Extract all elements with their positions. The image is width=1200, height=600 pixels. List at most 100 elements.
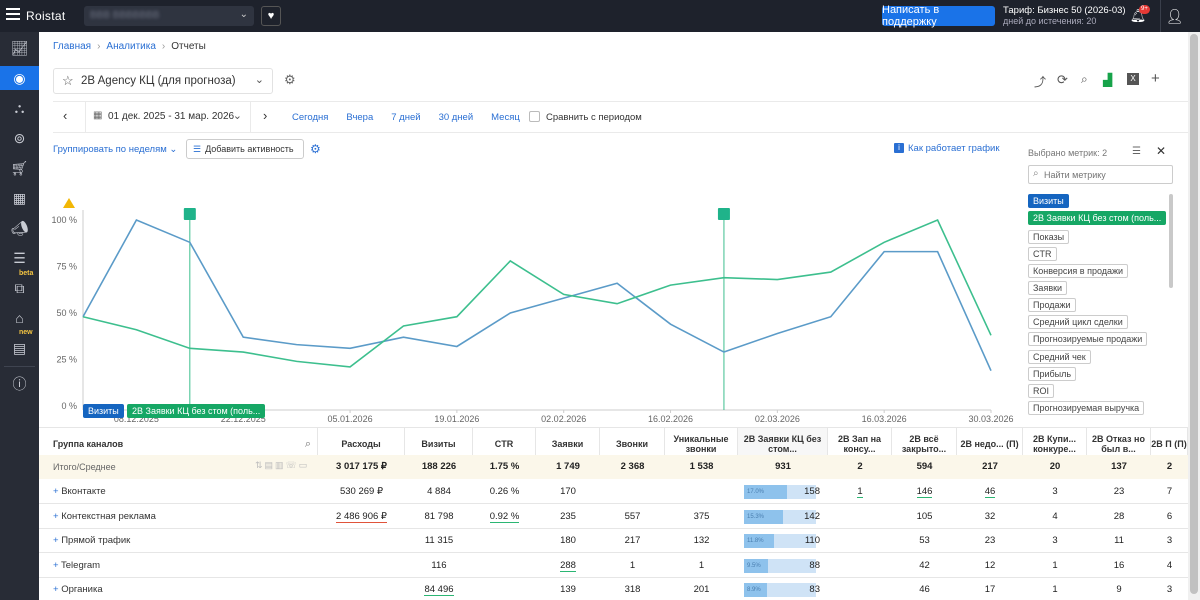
store-icon[interactable]: ⌂ (15, 310, 24, 326)
metric-tag[interactable]: Прогнозируемая выручка (1028, 401, 1145, 415)
column-header[interactable]: CTR (473, 428, 536, 460)
new-feature-icon[interactable]: ▤ (12, 339, 27, 356)
table-row[interactable]: + Прямой трафик (53, 535, 130, 546)
tariff-info[interactable]: Тариф: Бизнес 50 (2026-03) дней до истеч… (1003, 5, 1126, 27)
column-header[interactable]: 2В П (П) (1151, 428, 1188, 460)
metric-list-scrollbar[interactable] (1169, 194, 1173, 288)
excel-export-icon[interactable]: X (1127, 73, 1139, 85)
metric-search[interactable]: ⌕ (1028, 165, 1173, 184)
metric-tag[interactable]: Визиты (1028, 194, 1069, 208)
metric-tag[interactable]: CTR (1028, 247, 1057, 261)
logo[interactable]: Roistat (26, 9, 66, 23)
add-activity-button[interactable]: ☰ Добавить активность (186, 139, 304, 159)
period-7-days[interactable]: 7 дней (391, 112, 421, 123)
add-icon[interactable]: + (1151, 70, 1160, 87)
table-cell: 23 (1087, 480, 1151, 504)
column-header[interactable]: 2В Отказ но был в... (1087, 428, 1151, 460)
metric-tag[interactable]: Средний чек (1028, 350, 1091, 364)
info-icon[interactable]: ⓘ (12, 376, 27, 392)
compare-label[interactable]: Сравнить с периодом (546, 112, 642, 123)
expand-plus-icon[interactable]: + (53, 584, 62, 595)
metric-tag[interactable]: Средний цикл сделки (1028, 315, 1128, 329)
expand-plus-icon[interactable]: + (53, 510, 62, 522)
user-avatar-icon[interactable]: 👤︎ (1160, 0, 1188, 32)
structure-icon[interactable]: ⛬ (14, 99, 25, 116)
breadcrumb-home[interactable]: Главная (53, 41, 92, 52)
period-select[interactable]: ▦ 01 дек. 2025 - 31 мар. 2026 ⌄ (85, 102, 251, 132)
cart-icon[interactable]: 🛒︎ (10, 159, 29, 176)
support-button[interactable]: Написать в поддержку (882, 4, 995, 28)
report-settings-gear-icon[interactable]: ⚙ (284, 72, 296, 87)
column-header[interactable]: 2В недо... (П) (957, 428, 1023, 460)
period-yesterday[interactable]: Вчера (346, 112, 374, 123)
column-header[interactable]: Визиты (405, 428, 473, 460)
group-header[interactable]: Группа каналов ⌕ (39, 428, 318, 460)
total-row-tools[interactable]: ⇅▤▥☏▭ (255, 460, 310, 470)
metric-tag[interactable]: Прибыль (1028, 367, 1077, 381)
metric-tag[interactable]: 2В Заявки КЦ без стом (поль... (1028, 211, 1167, 225)
page-scrollbar[interactable] (1188, 32, 1200, 600)
next-period-button[interactable]: › (263, 108, 268, 123)
column-header[interactable]: 2В всё закрыто... (892, 428, 957, 460)
search-icon[interactable]: ⌕ (304, 438, 311, 450)
period-today[interactable]: Сегодня (292, 112, 329, 123)
column-header[interactable]: Звонки (600, 428, 665, 460)
period-30-days[interactable]: 30 дней (438, 112, 474, 123)
breadcrumb-analytics[interactable]: Аналитика (106, 41, 156, 52)
calendar-icon: ▦ (93, 110, 103, 121)
metrics-list-icon[interactable]: ☰ (1132, 146, 1141, 157)
quick-periods: Сегодня Вчера 7 дней 30 дней Месяц (292, 112, 520, 123)
search-icon[interactable]: ⌕ (1081, 72, 1088, 86)
column-header[interactable]: Расходы (318, 428, 405, 460)
layers-icon[interactable]: ☰ (13, 249, 26, 266)
column-header[interactable]: 2В Зап на консу... (828, 428, 892, 460)
metric-search-input[interactable] (1044, 168, 1169, 181)
column-header[interactable]: 2В Заявки КЦ без стом... (738, 428, 828, 460)
star-icon[interactable]: ☆ (62, 73, 74, 88)
table-row[interactable]: + Telegram (53, 560, 100, 571)
table-cell (473, 554, 536, 578)
table-cell: 6 (1151, 505, 1188, 529)
project-select[interactable]: BBB BBBBBBB ⌄ (84, 6, 254, 26)
analytics-icon[interactable]: ◉ (0, 66, 39, 90)
calendar-icon[interactable]: ▦ (12, 189, 27, 206)
beta-feature-icon[interactable]: ⧉ (14, 279, 25, 296)
metric-tag[interactable]: ROI (1028, 384, 1055, 398)
cell-value: 132 (693, 535, 710, 546)
how-it-works-link[interactable]: i Как работает график (894, 143, 1000, 154)
chart-settings-gear-icon[interactable]: ⚙ (310, 142, 321, 156)
compare-checkbox[interactable] (529, 111, 540, 122)
metric-tag[interactable]: Показы (1028, 230, 1070, 244)
share-bar: 8.9% (744, 583, 816, 597)
refresh-icon[interactable]: ⟳ (1057, 72, 1068, 87)
column-header[interactable]: Уникальные звонки (665, 428, 738, 460)
metric-tag[interactable]: Конверсия в продажи (1028, 264, 1129, 278)
chart-toggle-icon[interactable]: ▟ (1103, 73, 1113, 87)
cell-value: 84 496 (424, 584, 454, 596)
favorites-heart-icon[interactable]: ♥ (261, 6, 281, 26)
group-by-select[interactable]: Группировать по неделям ⌄ (53, 144, 177, 155)
expand-plus-icon[interactable]: + (53, 559, 62, 571)
menu-icon[interactable] (6, 8, 20, 20)
scrollbar-thumb[interactable] (1190, 34, 1198, 594)
metric-tag[interactable]: Заявки (1028, 281, 1068, 295)
table-row[interactable]: + Вконтакте (53, 486, 106, 497)
share-icon[interactable]: ⤴ (1034, 75, 1047, 89)
column-header[interactable]: 2В Купи... конкуре... (1023, 428, 1087, 460)
megaphone-icon[interactable]: 📣︎ (10, 219, 29, 236)
legend-visits[interactable]: Визиты (83, 404, 124, 418)
close-icon[interactable]: ✕ (1156, 144, 1167, 158)
metric-tag[interactable]: Прогнозируемые продажи (1028, 332, 1148, 346)
table-row[interactable]: + Контекстная реклама (53, 511, 156, 522)
table-row[interactable]: + Органика (53, 584, 103, 595)
column-header[interactable]: Заявки (536, 428, 600, 460)
report-select[interactable]: ☆ 2B Agency КЦ (для прогноза) ⌄ (53, 68, 273, 94)
expand-plus-icon[interactable]: + (53, 486, 62, 497)
money-icon[interactable]: ⊚ (13, 129, 26, 146)
prev-period-button[interactable]: ‹ (63, 108, 68, 123)
dashboard-icon[interactable]: 📈︎ (10, 39, 29, 56)
legend-requests[interactable]: 2В Заявки КЦ без стом (поль... (127, 404, 266, 418)
period-month[interactable]: Месяц (491, 112, 520, 123)
expand-plus-icon[interactable]: + (53, 535, 62, 546)
metric-tag[interactable]: Продажи (1028, 298, 1076, 312)
